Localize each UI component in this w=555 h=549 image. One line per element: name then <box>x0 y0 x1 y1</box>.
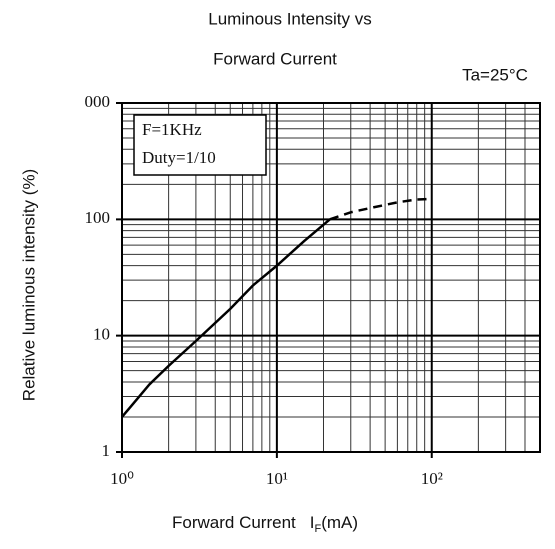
y-axis-label: Relative luminous intensity (%) <box>19 169 38 401</box>
annotation: Duty=1/10 <box>142 148 216 167</box>
condition: Ta=25°C <box>462 65 528 84</box>
x-tick-label: 10² <box>421 469 443 488</box>
x-axis-symbol: I <box>310 513 315 532</box>
plot-border <box>121 102 541 453</box>
y-tick-label: 100 <box>85 208 111 227</box>
data-line <box>329 197 432 221</box>
annotation-box <box>133 114 267 176</box>
x-axis-label-text: Forward Current <box>172 513 296 532</box>
chart-title: Luminous Intensity vs <box>208 9 371 28</box>
x-axis-label: Forward Current IF(mA) <box>172 513 358 534</box>
y-tick-label: 10 <box>93 325 110 344</box>
x-axis-subscript: F <box>315 523 322 535</box>
x-tick-label: 10¹ <box>266 469 288 488</box>
y-tick-label: 000 <box>85 92 111 111</box>
annotation: F=1KHz <box>142 120 202 139</box>
chart-title: Forward Current <box>213 49 337 68</box>
x-tick-label: 10⁰ <box>110 469 134 488</box>
data-line <box>121 218 331 418</box>
y-tick-label: 1 <box>102 441 111 460</box>
x-axis-unit: (mA) <box>321 513 358 532</box>
